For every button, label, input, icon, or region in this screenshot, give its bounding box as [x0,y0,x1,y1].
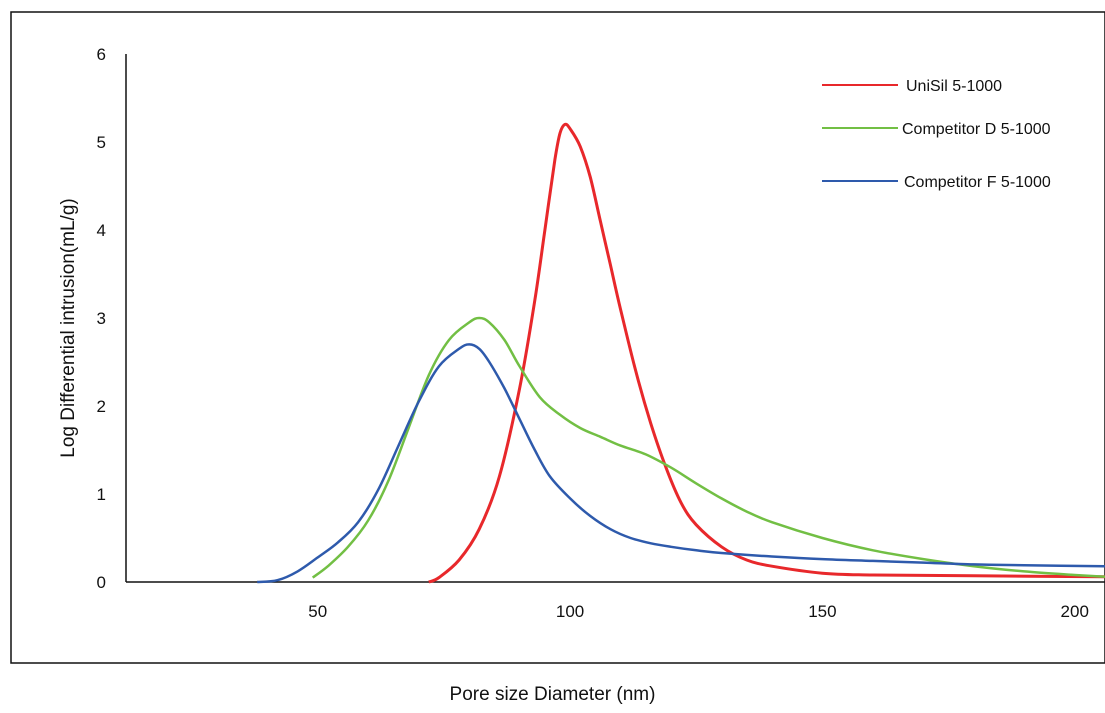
x-tick-label: 50 [308,602,327,621]
legend-label: Competitor D 5-1000 [902,121,1051,138]
y-tick-label: 4 [97,221,106,240]
x-tick-label: 100 [556,602,584,621]
y-tick-label: 3 [97,309,106,328]
y-tick-label: 5 [97,133,106,152]
legend-label: UniSil 5-1000 [906,78,1002,95]
x-axis-label: Pore size Diameter (nm) [449,684,656,705]
legend: UniSil 5-1000 Competitor D 5-1000 Competit… [822,78,1051,191]
x-tick-label: 150 [808,602,836,621]
series-line-2 [311,316,1105,579]
x-axis: 50 100 150 200 [126,581,1105,621]
series-lines [257,122,1105,584]
y-tick-label: 1 [97,485,106,504]
y-tick-label: 0 [97,573,106,592]
legend-label: Competitor F 5-1000 [904,174,1051,191]
plot-frame [10,11,1105,664]
y-axis-label: Log Differential intrusion(mL/g) [58,198,79,457]
y-axis: 0 1 2 3 4 5 6 [97,45,127,592]
series-line-1 [428,122,1105,584]
y-tick-label: 6 [97,45,106,64]
series-line-3 [257,343,1105,584]
y-tick-label: 2 [97,397,106,416]
x-tick-label: 200 [1061,602,1089,621]
